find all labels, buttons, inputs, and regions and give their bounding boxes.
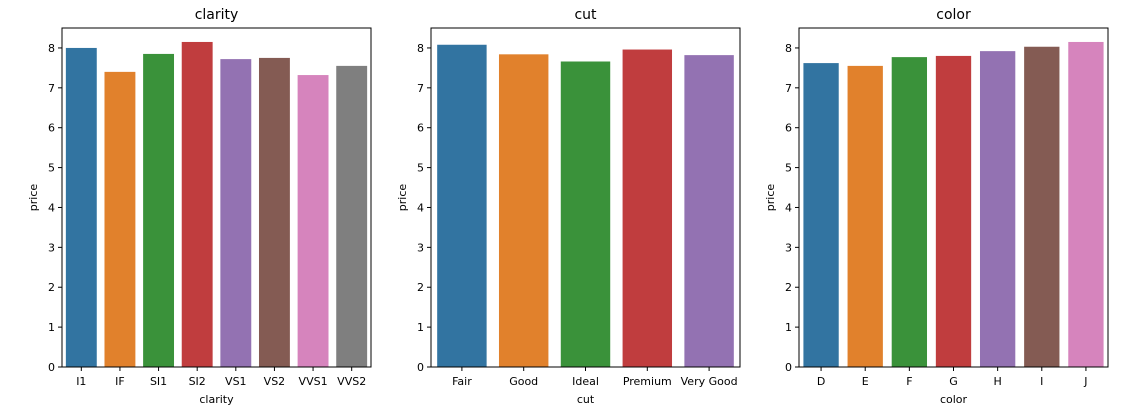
chart-title: cut: [574, 7, 597, 23]
axes-frame: [61, 27, 372, 368]
chart-title: clarity: [195, 7, 239, 23]
x-tick-label: SI2: [189, 375, 206, 388]
y-axis-label: price: [396, 184, 409, 212]
bar-Premium: [622, 49, 673, 368]
y-tick-label: 0: [417, 361, 424, 374]
y-tick-label: 7: [785, 82, 792, 95]
y-tick-label: 5: [785, 162, 792, 175]
y-tick-label: 4: [48, 201, 55, 214]
y-tick-label: 2: [417, 281, 424, 294]
y-tick-label: 4: [417, 201, 424, 214]
bar-H: [979, 51, 1016, 367]
bar-E: [847, 65, 883, 367]
x-tick-label: VS1: [225, 375, 247, 388]
bar-VVS2: [336, 65, 368, 367]
x-tick-label: Fair: [452, 375, 472, 388]
bar-I: [1024, 46, 1060, 368]
y-tick-label: 0: [48, 361, 55, 374]
y-tick-label: 6: [48, 122, 55, 135]
x-tick-label: J: [1083, 375, 1087, 388]
x-axis-label: clarity: [199, 393, 234, 406]
y-tick-label: 0: [785, 361, 792, 374]
y-tick-label: 5: [48, 162, 55, 175]
y-tick-label: 4: [785, 201, 792, 214]
y-tick-label: 6: [785, 122, 792, 135]
y-tick-label: 2: [785, 281, 792, 294]
bar-Ideal: [560, 61, 611, 368]
bar-IF: [104, 71, 136, 367]
y-tick-label: 8: [785, 42, 792, 55]
y-axis-label: price: [27, 184, 40, 212]
x-tick-label: Very Good: [681, 375, 738, 388]
x-tick-label: VS2: [264, 375, 286, 388]
bar-D: [803, 63, 839, 368]
x-axis-label: cut: [577, 393, 595, 406]
y-tick-label: 8: [417, 42, 424, 55]
y-tick-label: 3: [785, 241, 792, 254]
x-tick-label: SI1: [150, 375, 167, 388]
x-tick-label: IF: [115, 375, 125, 388]
x-tick-label: H: [994, 375, 1002, 388]
bar-F: [891, 57, 928, 368]
axes-frame: [430, 27, 741, 368]
x-tick-label: Ideal: [572, 375, 599, 388]
bar-VS1: [220, 59, 252, 367]
bar-SI1: [143, 53, 175, 368]
chart-cut: cut 0 1 2 3 4 5 6 7 8 Fair Good Ideal Premium Very Goo…: [396, 7, 741, 406]
bar-J: [1068, 41, 1104, 367]
y-tick-label: 2: [48, 281, 55, 294]
y-tick-label: 8: [48, 42, 55, 55]
bar-Good: [498, 54, 549, 367]
x-tick-label: E: [862, 375, 869, 388]
x-tick-label: G: [949, 375, 958, 388]
chart-title: color: [936, 7, 971, 23]
chart-clarity: clarity 0 1 2 3 4 5 6 7 8 I1 IF SI1 SI2 VS1 VS2 VVS1 VVS2…: [27, 7, 372, 406]
x-axis-label: color: [940, 393, 968, 406]
y-tick-label: 7: [48, 82, 55, 95]
y-tick-label: 1: [785, 321, 792, 334]
bar-SI2: [181, 41, 213, 367]
y-tick-label: 3: [417, 241, 424, 254]
bar-Very Good: [684, 55, 734, 368]
y-axis-label: price: [764, 184, 777, 212]
x-tick-label: I: [1040, 375, 1043, 388]
bar-VVS1: [297, 75, 329, 367]
bar-G: [935, 55, 972, 367]
y-tick-label: 6: [417, 122, 424, 135]
x-tick-label: VVS2: [337, 375, 366, 388]
y-tick-label: 7: [417, 82, 424, 95]
x-tick-label: D: [817, 375, 825, 388]
bar-Fair: [437, 44, 487, 368]
axes-frame: [798, 27, 1109, 368]
y-tick-label: 1: [48, 321, 55, 334]
y-tick-label: 3: [48, 241, 55, 254]
bar-VS2: [258, 57, 290, 367]
x-tick-label: Premium: [623, 375, 672, 388]
x-tick-label: F: [906, 375, 912, 388]
x-tick-label: Good: [509, 375, 538, 388]
y-tick-label: 5: [417, 162, 424, 175]
x-tick-label: VVS1: [299, 375, 328, 388]
y-tick-label: 1: [417, 321, 424, 334]
x-tick-label: I1: [76, 375, 86, 388]
bar-I1: [65, 47, 97, 368]
